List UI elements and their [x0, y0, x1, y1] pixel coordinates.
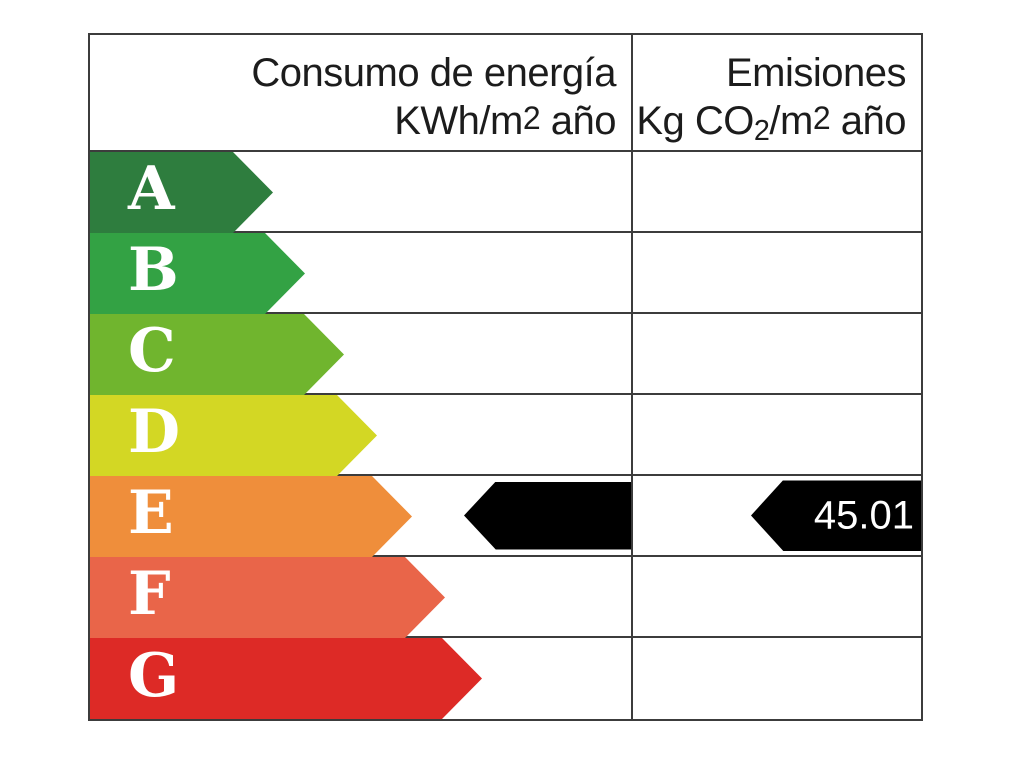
rating-arrow-icon	[90, 476, 412, 557]
rating-arrow-icon	[90, 557, 445, 638]
consumption-cell: E	[90, 476, 633, 557]
emissions-cell	[633, 395, 921, 474]
rating-row-c: C	[90, 314, 921, 395]
emissions-cell	[633, 638, 921, 719]
emissions-cell: 45.01	[633, 476, 921, 555]
rating-letter: A	[128, 153, 175, 224]
emissions-cell	[633, 314, 921, 393]
emissions-unit-mid: /m	[769, 98, 813, 143]
rating-letter: C	[128, 315, 176, 386]
rating-arrow-shape	[90, 395, 377, 476]
consumption-unit-suffix: año	[540, 98, 617, 143]
rating-arrow-icon	[90, 395, 377, 476]
rating-row-e: E 45.01	[90, 476, 921, 557]
rating-letter: G	[128, 640, 180, 711]
emissions-unit-superscript: 2	[812, 100, 831, 136]
rating-table: Consumo de energía KWh/m2 año Emisiones …	[88, 33, 923, 721]
consumption-cell: B	[90, 233, 633, 314]
rating-row-b: B	[90, 233, 921, 314]
rating-arrow-shape	[90, 314, 344, 395]
emissions-cell	[633, 152, 921, 231]
consumption-header: Consumo de energía KWh/m2 año	[90, 35, 633, 150]
rating-row-f: F	[90, 557, 921, 638]
rating-row-g: G	[90, 638, 921, 719]
rating-arrow-shape	[90, 152, 273, 233]
rating-arrow-shape	[90, 638, 482, 719]
consumption-unit-prefix: KWh/m	[394, 98, 523, 143]
rating-arrow-shape	[90, 557, 445, 638]
emissions-unit-subscript: 2	[753, 115, 770, 148]
emissions-title: Emisiones	[725, 51, 907, 95]
emissions-cell	[633, 557, 921, 636]
rating-arrow-icon	[90, 638, 482, 719]
rating-letter: B	[128, 234, 179, 305]
consumption-marker-arrow-icon	[464, 481, 631, 550]
emissions-marker-value: 45.01	[813, 493, 914, 537]
emissions-unit-suffix: año	[830, 98, 907, 143]
rating-letter: F	[128, 558, 171, 629]
consumption-cell: D	[90, 395, 633, 476]
table-header: Consumo de energía KWh/m2 año Emisiones …	[90, 35, 921, 152]
rating-letter: E	[128, 477, 174, 548]
emissions-unit-prefix: Kg CO	[636, 98, 754, 143]
rating-row-a: A	[90, 152, 921, 233]
rating-arrow-shape	[90, 476, 412, 557]
consumption-unit-superscript: 2	[522, 100, 541, 136]
consumption-cell: F	[90, 557, 633, 638]
rating-arrow-icon	[90, 152, 273, 233]
consumption-title: Consumo de energía	[251, 51, 616, 95]
consumption-cell: A	[90, 152, 633, 233]
emissions-cell	[633, 233, 921, 312]
emissions-marker-arrow-icon: 45.01	[751, 480, 921, 551]
consumption-unit: KWh/m2 año	[90, 96, 616, 144]
consumption-cell: C	[90, 314, 633, 395]
rating-row-d: D	[90, 395, 921, 476]
rating-letter: D	[128, 396, 181, 467]
rating-arrow-shape	[90, 233, 305, 314]
rating-arrow-icon	[90, 233, 305, 314]
rating-rows: A B	[90, 152, 921, 719]
emissions-unit: Kg CO2/m2 año	[633, 96, 906, 154]
consumption-cell: G	[90, 638, 633, 719]
rating-arrow-icon	[90, 314, 344, 395]
emissions-header: Emisiones Kg CO2/m2 año	[633, 35, 921, 150]
